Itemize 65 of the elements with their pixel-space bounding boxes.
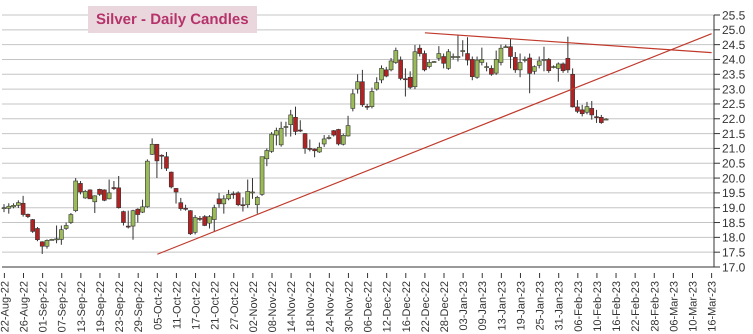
candlestick bbox=[68, 212, 74, 225]
x-tick-label: 09-Jan-23 bbox=[477, 281, 490, 331]
x-tick-label: 22-Aug-22 bbox=[0, 281, 12, 332]
x-tick-label: 30-Nov-22 bbox=[343, 281, 356, 332]
y-tick-label: 21.0 bbox=[722, 142, 746, 156]
candlestick bbox=[374, 76, 380, 92]
y-tick-label: 18.0 bbox=[722, 230, 746, 245]
x-tick-label: 08-Nov-22 bbox=[266, 281, 279, 332]
candlestick bbox=[121, 210, 126, 226]
y-tick-label: 17.0 bbox=[722, 260, 746, 274]
x-tick-label: 10-Feb-23 bbox=[592, 281, 604, 332]
x-tick-label: 03-Jan-23 bbox=[458, 281, 470, 331]
x-tick-label: 02-Nov-22 bbox=[248, 281, 260, 332]
y-tick-label: 19.5 bbox=[722, 186, 746, 200]
x-tick-label: 31-Jan-23 bbox=[554, 281, 566, 331]
y-tick-label: 18.5 bbox=[722, 216, 746, 230]
x-tick-label: 22-Dec-22 bbox=[420, 281, 432, 332]
x-tick-label: 05-Oct-22 bbox=[152, 281, 164, 330]
x-tick-label: 29-Sep-22 bbox=[133, 281, 146, 332]
x-tick-label: 07-Sep-22 bbox=[56, 281, 69, 332]
x-tick-label: 11-Oct-22 bbox=[171, 281, 184, 330]
x-tick-label: 28-Feb-23 bbox=[649, 281, 662, 332]
x-tick-label: 16-Mar-23 bbox=[706, 281, 719, 332]
candlestick bbox=[254, 195, 260, 214]
y-tick-label: 24.5 bbox=[722, 38, 746, 52]
chart-title: Silver - Daily Candles bbox=[88, 6, 257, 33]
x-tick-label: 13-Jan-23 bbox=[496, 281, 508, 331]
y-tick-label: 20.5 bbox=[722, 156, 746, 170]
x-tick-label: 06-Dec-22 bbox=[362, 281, 375, 332]
x-tick-label: 17-Oct-22 bbox=[190, 281, 203, 330]
y-tick-label: 17.5 bbox=[722, 245, 746, 260]
x-tick-label: 18-Nov-22 bbox=[305, 281, 318, 332]
x-tick-label: 23-Sep-22 bbox=[114, 281, 126, 332]
y-tick-label: 19.0 bbox=[722, 200, 746, 215]
x-tick-label: 26-Aug-22 bbox=[18, 281, 31, 332]
y-tick-label: 25.0 bbox=[722, 23, 746, 38]
x-tick-label: 14-Nov-22 bbox=[286, 281, 298, 332]
x-tick-label: 01-Sep-22 bbox=[38, 281, 50, 332]
candlestick bbox=[174, 188, 178, 204]
candlestick bbox=[164, 151, 169, 172]
y-tick-label: 23.0 bbox=[722, 82, 746, 96]
x-tick-label: 16-Dec-22 bbox=[400, 281, 413, 332]
y-tick-label: 21.5 bbox=[722, 126, 746, 141]
y-tick-label: 20.0 bbox=[722, 171, 746, 186]
y-tick-label: 22.5 bbox=[722, 97, 746, 112]
x-tick-label: 19-Jan-23 bbox=[515, 281, 528, 331]
x-tick-label: 25-Jan-23 bbox=[534, 281, 547, 331]
y-tick-label: 23.5 bbox=[722, 68, 746, 82]
x-tick-label: 06-Feb-23 bbox=[572, 281, 585, 332]
y-tick-label: 24.0 bbox=[722, 52, 746, 67]
x-tick-label: 24-Nov-22 bbox=[324, 281, 336, 332]
y-tick-label: 25.5 bbox=[722, 8, 746, 22]
x-tick-label: 16-Feb-23 bbox=[611, 281, 624, 332]
x-tick-label: 28-Dec-22 bbox=[439, 281, 452, 332]
x-tick-label: 06-Mar-23 bbox=[668, 281, 680, 332]
y-tick-label: 22.0 bbox=[722, 112, 746, 126]
candlestick bbox=[350, 88, 356, 112]
x-tick-label: 21-Oct-22 bbox=[210, 281, 222, 330]
x-tick-label: 13-Sep-22 bbox=[76, 281, 88, 332]
x-tick-label: 22-Feb-23 bbox=[630, 281, 642, 332]
candlestick bbox=[168, 171, 174, 189]
x-tick-label: 27-Oct-22 bbox=[228, 281, 241, 330]
x-tick-label: 12-Dec-22 bbox=[382, 281, 394, 332]
x-tick-label: 10-Mar-23 bbox=[687, 281, 700, 332]
x-tick-label: 19-Sep-22 bbox=[94, 281, 107, 332]
